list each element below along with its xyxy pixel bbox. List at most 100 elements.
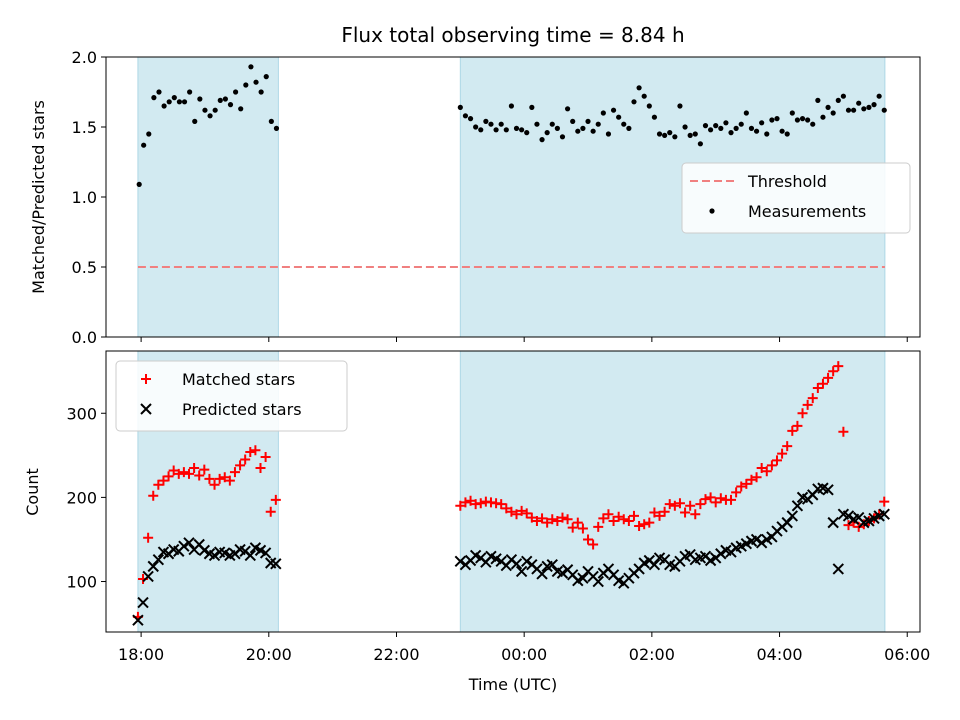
legend-label: Measurements: [748, 202, 866, 221]
data-point: [148, 490, 159, 501]
data-point: [805, 117, 811, 123]
data-point: [659, 506, 670, 517]
data-point: [460, 497, 471, 508]
data-point: [690, 509, 701, 520]
data-point: [649, 507, 660, 518]
data-point: [253, 79, 259, 85]
data-point: [648, 558, 661, 571]
bottom-panel: 100 200 300 18:00 20:00 22:00 00:00 02:00 04:00 0…: [66, 350, 930, 664]
data-point: [544, 130, 550, 136]
data-point: [710, 497, 721, 508]
data-point: [263, 74, 269, 80]
data-point: [152, 553, 165, 566]
data-point: [212, 107, 218, 113]
chart-title: Flux total observing time = 8.84 h: [341, 23, 684, 47]
data-point: [583, 534, 594, 545]
data-point: [493, 127, 499, 133]
data-point: [692, 131, 698, 137]
y-tick-label: 0.5: [72, 258, 97, 277]
data-point: [270, 494, 281, 505]
x-tick-label: 06:00: [884, 645, 930, 664]
data-point: [556, 567, 569, 579]
data-point: [173, 468, 184, 479]
data-point: [705, 492, 716, 503]
data-point: [856, 100, 862, 106]
data-point: [866, 104, 872, 110]
data-point: [243, 82, 249, 88]
data-point: [577, 572, 589, 584]
data-point: [827, 516, 839, 529]
data-point: [521, 555, 533, 568]
data-point: [664, 499, 675, 510]
data-point: [662, 132, 668, 138]
data-point: [687, 132, 693, 138]
data-point: [478, 127, 484, 133]
data-point: [546, 558, 558, 571]
data-point: [488, 121, 494, 127]
y-tick-label: 100: [66, 573, 97, 592]
x-tick-label: 02:00: [629, 645, 675, 664]
data-point: [552, 515, 563, 526]
data-point: [753, 128, 760, 134]
data-point: [503, 127, 509, 133]
data-point: [726, 494, 737, 505]
data-point: [781, 516, 793, 529]
top-y-axis-label: Matched/Predicted stars: [29, 100, 48, 294]
data-point: [797, 408, 808, 419]
legend-swatch: [709, 208, 715, 214]
data-point: [207, 113, 213, 119]
data-point: [141, 142, 147, 148]
data-point: [822, 484, 834, 496]
data-point: [728, 130, 734, 136]
data-point: [536, 568, 548, 580]
data-point: [475, 498, 486, 509]
data-point: [787, 425, 798, 436]
data-point: [570, 118, 576, 124]
legend-label: Matched stars: [182, 370, 295, 389]
data-point: [178, 540, 190, 552]
legend: Threshold Measurements: [681, 162, 911, 234]
data-point: [521, 508, 532, 519]
data-point: [733, 125, 739, 131]
data-point: [654, 510, 665, 521]
data-point: [731, 487, 742, 498]
data-point: [554, 125, 560, 131]
legend-box: [681, 162, 911, 234]
y-tick-label: 1.5: [72, 118, 97, 137]
y-tick-label: 2.0: [72, 48, 97, 67]
data-point: [457, 104, 463, 110]
data-point: [641, 93, 647, 99]
data-point: [794, 117, 801, 123]
data-point: [680, 507, 691, 518]
data-point: [575, 128, 581, 134]
data-point: [142, 570, 154, 583]
data-point: [876, 93, 882, 99]
data-point: [791, 500, 804, 512]
data-point: [616, 114, 622, 120]
data-point: [878, 508, 890, 520]
data-point: [685, 500, 696, 511]
data-point: [695, 499, 706, 510]
data-point: [697, 141, 703, 147]
data-point: [483, 118, 489, 124]
data-point: [183, 468, 194, 479]
data-point: [631, 99, 637, 105]
data-point: [577, 523, 588, 534]
data-point: [748, 125, 755, 131]
x-tick-label: 00:00: [501, 645, 547, 664]
data-point: [462, 113, 469, 119]
data-point: [592, 575, 604, 588]
legend-box: [115, 360, 348, 432]
data-point: [498, 121, 504, 127]
data-point: [515, 565, 528, 578]
data-point: [595, 121, 601, 127]
plot-frame: [105, 350, 921, 633]
data-point: [879, 496, 890, 507]
data-point: [715, 493, 726, 504]
data-point: [473, 124, 479, 130]
data-point: [163, 471, 174, 482]
data-point: [881, 107, 887, 113]
data-point: [513, 125, 520, 131]
data-point: [161, 103, 167, 109]
